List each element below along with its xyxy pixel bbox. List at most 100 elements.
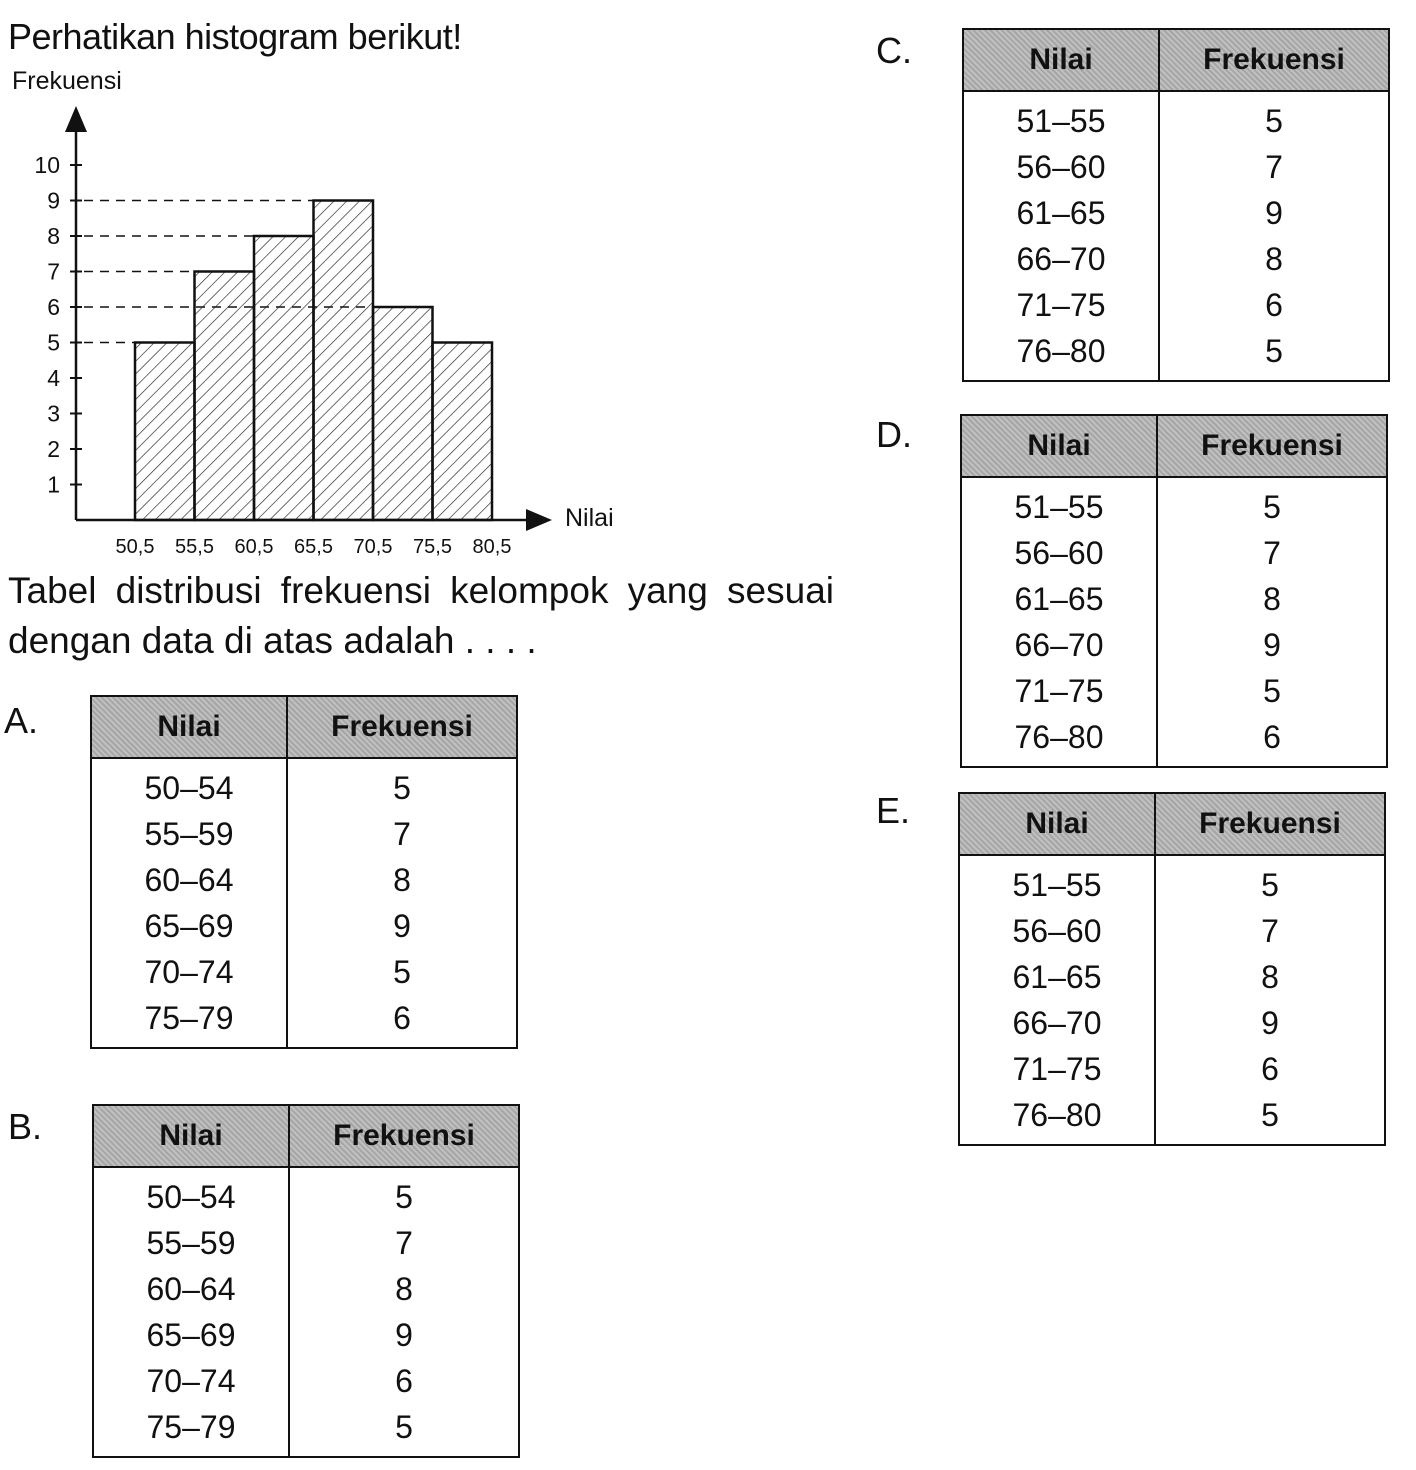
histogram-bar bbox=[431, 341, 494, 522]
header-nilai: Nilai bbox=[961, 415, 1158, 478]
table-row: 56–60 7 bbox=[959, 908, 1385, 954]
nilai-cell: 75–79 bbox=[91, 995, 288, 1048]
y-tick-label: 8 bbox=[47, 223, 60, 249]
frekuensi-cell: 6 bbox=[1261, 1050, 1279, 1087]
table-row: 50–54 5 bbox=[91, 758, 517, 811]
nilai-cell: 71–75 bbox=[963, 282, 1160, 328]
frekuensi-cell: 7 bbox=[395, 1224, 413, 1261]
y-tick-label: 2 bbox=[47, 436, 60, 462]
x-tick-label: 55,5 bbox=[175, 536, 214, 558]
x-tick-label: 65,5 bbox=[294, 536, 333, 558]
nilai-cell: 61–65 bbox=[959, 954, 1156, 1000]
frekuensi-cell: 7 bbox=[1263, 534, 1281, 571]
frekuensi-cell: 5 bbox=[1261, 1096, 1279, 1133]
nilai-cell: 60–64 bbox=[93, 1266, 290, 1312]
frekuensi-cell: 6 bbox=[395, 1362, 413, 1399]
table-row: 70–74 6 bbox=[93, 1358, 519, 1404]
nilai-cell: 66–70 bbox=[961, 622, 1158, 668]
x-tick-label: 70,5 bbox=[354, 536, 393, 558]
nilai-cell: 61–65 bbox=[963, 190, 1160, 236]
intro-text: Perhatikan histogram berikut! bbox=[8, 16, 462, 57]
option-b-label[interactable]: B. bbox=[8, 1106, 43, 1147]
table-row: 61–65 8 bbox=[959, 954, 1385, 1000]
option-e-table: Nilai Frekuensi 51–55 5 56–60 7 61–65 8 66–70 9… bbox=[958, 792, 1386, 1146]
nilai-cell: 66–70 bbox=[963, 236, 1160, 282]
question-text: Tabel distribusi frekuensi kelompok yang… bbox=[8, 570, 834, 661]
table-row: 65–69 9 bbox=[91, 903, 517, 949]
frekuensi-cell: 9 bbox=[1263, 626, 1281, 663]
table-row: 56–60 7 bbox=[963, 144, 1389, 190]
option-e-label[interactable]: E. bbox=[876, 790, 911, 831]
y-tick-label: 1 bbox=[47, 472, 60, 498]
frekuensi-cell: 8 bbox=[393, 861, 411, 898]
table-row: 61–65 8 bbox=[961, 576, 1387, 622]
option-c-label[interactable]: C. bbox=[876, 30, 912, 71]
table-row: 65–69 9 bbox=[93, 1312, 519, 1358]
frekuensi-cell: 5 bbox=[395, 1178, 413, 1215]
frekuensi-cell: 5 bbox=[395, 1408, 413, 1445]
frekuensi-cell: 8 bbox=[1261, 958, 1279, 995]
frekuensi-cell: 5 bbox=[1265, 102, 1283, 139]
table-row: 75–79 6 bbox=[91, 995, 517, 1048]
nilai-cell: 51–55 bbox=[963, 91, 1160, 144]
nilai-cell: 65–69 bbox=[91, 903, 288, 949]
frekuensi-cell: 5 bbox=[1261, 866, 1279, 903]
y-tick-label: 7 bbox=[47, 259, 60, 285]
table-row: 76–80 5 bbox=[963, 328, 1389, 381]
frekuensi-cell: 5 bbox=[1265, 332, 1283, 369]
option-d-table: Nilai Frekuensi 51–55 5 56–60 7 61–65 8 66–70 9… bbox=[960, 414, 1388, 768]
header-frekuensi: Frekuensi bbox=[1155, 793, 1385, 856]
y-tick-label: 4 bbox=[47, 365, 60, 391]
table-row: 55–59 7 bbox=[93, 1220, 519, 1266]
nilai-cell: 71–75 bbox=[961, 668, 1158, 714]
frekuensi-cell: 9 bbox=[1261, 1004, 1279, 1041]
nilai-cell: 51–55 bbox=[961, 477, 1158, 530]
y-tick-label: 10 bbox=[34, 152, 60, 178]
table-row: 51–55 5 bbox=[959, 855, 1385, 908]
nilai-cell: 65–69 bbox=[93, 1312, 290, 1358]
y-tick-label: 6 bbox=[47, 294, 60, 320]
nilai-cell: 50–54 bbox=[93, 1167, 290, 1220]
x-axis-arrow-icon bbox=[526, 509, 552, 531]
table-row: 76–80 6 bbox=[961, 714, 1387, 767]
table-row: 75–79 5 bbox=[93, 1404, 519, 1457]
option-a-table: Nilai Frekuensi 50–54 5 55–59 7 60–64 8 65–69 9… bbox=[90, 695, 518, 1049]
frekuensi-cell: 6 bbox=[1263, 718, 1281, 755]
y-tick-label: 3 bbox=[47, 401, 60, 427]
frekuensi-cell: 9 bbox=[395, 1316, 413, 1353]
frekuensi-cell: 7 bbox=[1265, 148, 1283, 185]
nilai-cell: 60–64 bbox=[91, 857, 288, 903]
table-row: 56–60 7 bbox=[961, 530, 1387, 576]
table-row: 55–59 7 bbox=[91, 811, 517, 857]
table-row: 61–65 9 bbox=[963, 190, 1389, 236]
nilai-cell: 55–59 bbox=[91, 811, 288, 857]
frekuensi-cell: 7 bbox=[1261, 912, 1279, 949]
x-axis-label: Nilai bbox=[565, 504, 614, 532]
table-row: 71–75 5 bbox=[961, 668, 1387, 714]
nilai-cell: 61–65 bbox=[961, 576, 1158, 622]
table-row: 51–55 5 bbox=[961, 477, 1387, 530]
y-tick-label: 5 bbox=[47, 330, 60, 356]
nilai-cell: 76–80 bbox=[963, 328, 1160, 381]
header-nilai: Nilai bbox=[959, 793, 1156, 856]
frekuensi-cell: 9 bbox=[393, 907, 411, 944]
frekuensi-cell: 8 bbox=[1265, 240, 1283, 277]
nilai-cell: 75–79 bbox=[93, 1404, 290, 1457]
histogram-bar bbox=[193, 270, 256, 522]
frekuensi-cell: 5 bbox=[1263, 672, 1281, 709]
option-b-table: Nilai Frekuensi 50–54 5 55–59 7 60–64 8 65–69 9… bbox=[92, 1104, 520, 1458]
header-nilai: Nilai bbox=[91, 696, 288, 759]
nilai-cell: 76–80 bbox=[961, 714, 1158, 767]
nilai-cell: 76–80 bbox=[959, 1092, 1156, 1145]
x-tick-label: 80,5 bbox=[473, 536, 512, 558]
nilai-cell: 70–74 bbox=[93, 1358, 290, 1404]
frekuensi-cell: 7 bbox=[393, 815, 411, 852]
table-row: 76–80 5 bbox=[959, 1092, 1385, 1145]
frekuensi-cell: 6 bbox=[393, 999, 411, 1036]
nilai-cell: 70–74 bbox=[91, 949, 288, 995]
histogram: Frekuensi Nilai 1 2 3 4 5 6 7 8 9 10 50,5 55,5 60,5 6… bbox=[12, 67, 614, 558]
header-frekuensi: Frekuensi bbox=[287, 696, 517, 759]
option-d-label[interactable]: D. bbox=[876, 414, 912, 455]
option-a-label[interactable]: A. bbox=[4, 700, 39, 741]
table-row: 71–75 6 bbox=[959, 1046, 1385, 1092]
